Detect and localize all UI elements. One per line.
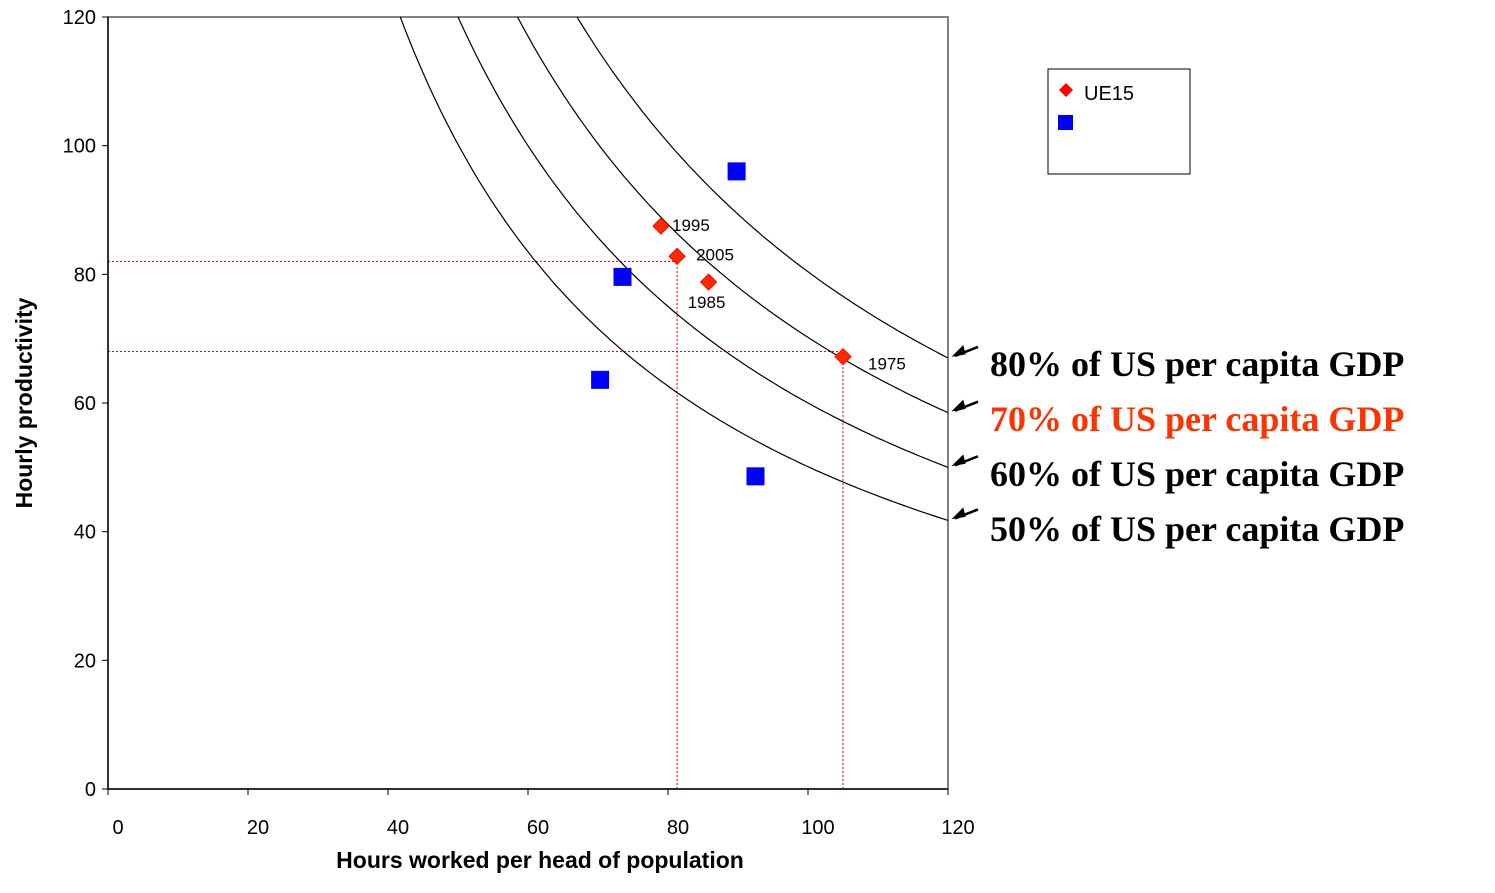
x-tick-label-0: 0 bbox=[112, 817, 123, 839]
ue15-point-1975 bbox=[834, 347, 852, 366]
y-tick-label-80: 80 bbox=[74, 264, 96, 286]
curve-arrowhead-3 bbox=[951, 507, 966, 520]
y-tick-label-120: 120 bbox=[63, 7, 96, 29]
point-label-1975: 1975 bbox=[868, 355, 906, 374]
series-2-point-0 bbox=[727, 162, 746, 181]
y-tick-label-20: 20 bbox=[74, 650, 96, 672]
x-tick-label-80: 80 bbox=[667, 817, 689, 839]
point-label-1985: 1985 bbox=[688, 293, 726, 312]
iso-curve-50-of-us-per-capita-gdp bbox=[399, 16, 949, 521]
legend: UE15 bbox=[1047, 68, 1191, 175]
axes: 0 20 40 60 80 100 120 0 20 40 60 80 100 120 bbox=[63, 7, 975, 839]
x-tick-label-100: 100 bbox=[801, 817, 834, 839]
ue15-point-2005 bbox=[668, 247, 686, 266]
point-label-2005: 2005 bbox=[696, 245, 734, 264]
y-tick-label-100: 100 bbox=[63, 136, 96, 158]
curve-labels: 80% of US per capita GDP 70% of US per ca… bbox=[951, 344, 1404, 549]
x-tick-label-20: 20 bbox=[247, 817, 269, 839]
curve-label-50-of-us-per-capita-gdp: 50% of US per capita GDP bbox=[990, 509, 1404, 549]
curve-arrowhead-0 bbox=[951, 344, 966, 357]
curve-label-70-of-us-per-capita-gdp: 70% of US per capita GDP bbox=[990, 399, 1404, 439]
curve-arrowhead-2 bbox=[951, 454, 966, 467]
x-tick-label-40: 40 bbox=[387, 817, 409, 839]
series-2-point-2 bbox=[591, 370, 610, 389]
x-axis-title: Hours worked per head of population bbox=[336, 847, 744, 873]
series-2-point-1 bbox=[613, 267, 632, 286]
iso-gdp-curves bbox=[399, 16, 949, 521]
series-2-point-3 bbox=[746, 467, 765, 486]
legend-label-ue15: UE15 bbox=[1084, 83, 1134, 105]
legend-marker-series-2 bbox=[1058, 115, 1073, 130]
plot-area bbox=[107, 16, 949, 790]
y-tick-label-40: 40 bbox=[74, 522, 96, 544]
ue15-point-1995 bbox=[652, 217, 670, 235]
legend-marker-ue15 bbox=[1059, 83, 1073, 97]
y-tick-label-60: 60 bbox=[74, 393, 96, 415]
reference-lines bbox=[108, 260, 844, 789]
y-axis-title: Hourly productivity bbox=[11, 297, 37, 508]
iso-curve-70-of-us-per-capita-gdp bbox=[516, 16, 949, 414]
ue15-point-1985 bbox=[699, 273, 718, 291]
x-tick-label-120: 120 bbox=[941, 817, 974, 839]
point-label-1995: 1995 bbox=[672, 216, 710, 235]
curve-label-80-of-us-per-capita-gdp: 80% of US per capita GDP bbox=[990, 344, 1404, 384]
y-tick-label-0: 0 bbox=[85, 779, 96, 801]
curve-arrowhead-1 bbox=[951, 399, 966, 412]
iso-curve-60-of-us-per-capita-gdp bbox=[457, 16, 949, 468]
x-tick-label-60: 60 bbox=[527, 817, 549, 839]
data-points: 1975 1985 1995 2005 bbox=[591, 162, 906, 486]
iso-curve-80-of-us-per-capita-gdp bbox=[576, 16, 949, 359]
curve-label-60-of-us-per-capita-gdp: 60% of US per capita GDP bbox=[990, 454, 1404, 494]
